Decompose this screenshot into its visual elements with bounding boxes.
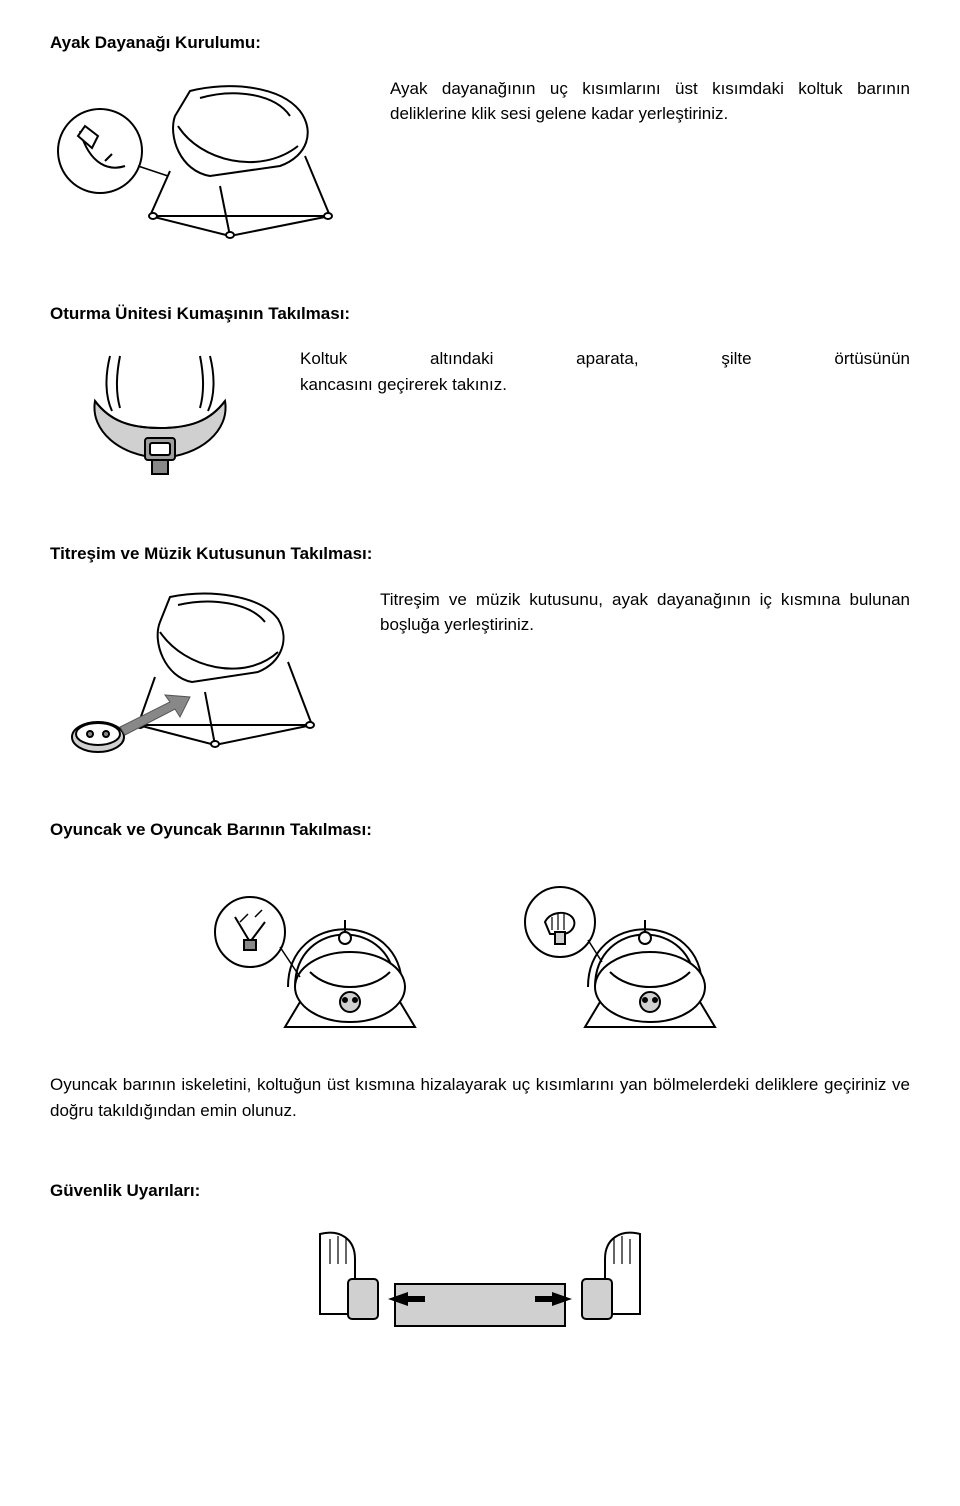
section-footrest: Ayak Dayanağı Kurulumu: [50, 30, 910, 246]
heading-toy-bar: Oyuncak ve Oyuncak Barının Takılması: [50, 817, 910, 843]
section-seat-fabric: Oturma Ünitesi Kumaşının Takılması: [50, 301, 910, 487]
safety-icon [300, 1224, 660, 1344]
illustration-footrest [50, 76, 360, 246]
heading-seat-fabric: Oturma Ünitesi Kumaşının Takılması: [50, 301, 910, 327]
illustration-seat-fabric [50, 346, 270, 486]
row-footrest: Ayak dayanağının uç kısımlarını üst kısı… [50, 76, 910, 246]
vibration-box-icon [50, 587, 350, 762]
illustration-vibration-box [50, 587, 350, 762]
text-toy-bar: Oyuncak barının iskeletini, koltuğun üst… [50, 1072, 910, 1123]
toy-bar-right-icon [500, 862, 760, 1042]
text-vibration-box: Titreşim ve müzik kutusunu, ayak dayanağ… [380, 587, 910, 638]
text-footrest: Ayak dayanağının uç kısımlarını üst kısı… [390, 76, 910, 127]
toy-bar-left-icon [200, 862, 460, 1042]
footrest-icon [50, 76, 360, 246]
text-seat-fabric: Koltuk altındaki aparata, şilte örtüsünü… [300, 346, 910, 397]
section-toy-bar: Oyuncak ve Oyuncak Barının Takılması: [50, 817, 910, 1124]
heading-footrest: Ayak Dayanağı Kurulumu: [50, 30, 910, 56]
heading-safety: Güvenlik Uyarıları: [50, 1178, 910, 1204]
section-safety: Güvenlik Uyarıları: [50, 1178, 910, 1344]
row-vibration-box: Titreşim ve müzik kutusunu, ayak dayanağ… [50, 587, 910, 762]
illustration-toy-bar-row [50, 862, 910, 1042]
seat-fabric-line2: kancasını geçirerek takınız. [300, 372, 910, 398]
section-vibration-box: Titreşim ve Müzik Kutusunun Takılması: [50, 541, 910, 762]
seat-fabric-icon [50, 346, 270, 486]
row-seat-fabric: Koltuk altındaki aparata, şilte örtüsünü… [50, 346, 910, 486]
heading-vibration-box: Titreşim ve Müzik Kutusunun Takılması: [50, 541, 910, 567]
seat-fabric-line1: Koltuk altındaki aparata, şilte örtüsünü… [300, 346, 910, 372]
illustration-safety [50, 1224, 910, 1344]
